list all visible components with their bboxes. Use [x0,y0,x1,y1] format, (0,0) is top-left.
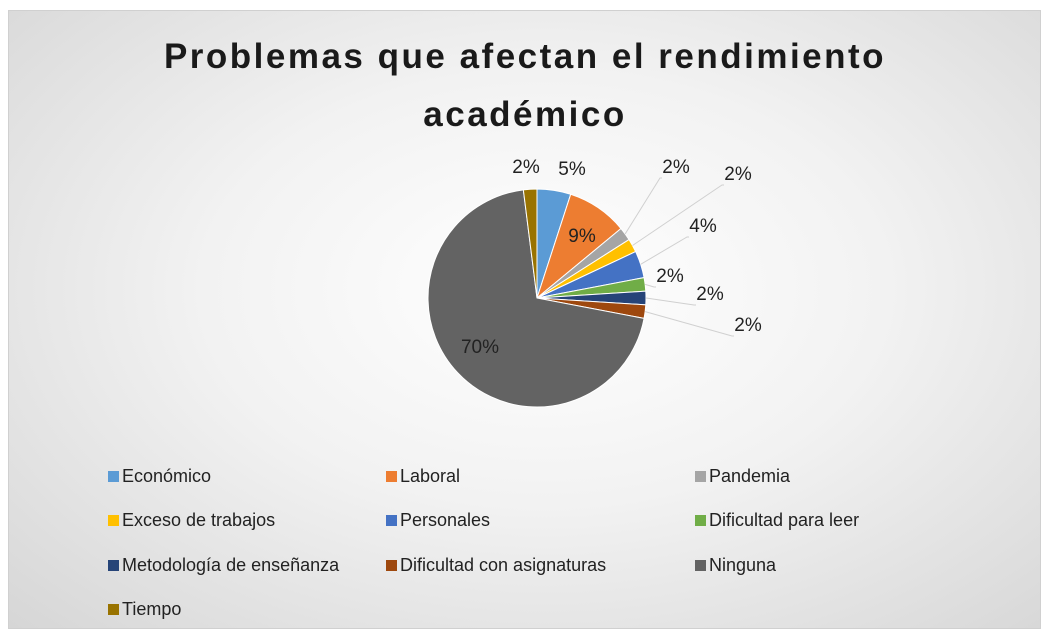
pie-slice [427,189,645,408]
legend-swatch [386,560,397,571]
leader-line [645,311,734,337]
legend-label: Pandemia [709,466,791,486]
legend-swatch [108,604,119,615]
legend-swatch [695,471,706,482]
legend-label: Personales [400,510,490,530]
legend-label: Dificultad para leer [709,510,859,530]
legend-label: Tiempo [122,599,181,619]
data-label: 9% [568,226,596,247]
data-label: 4% [689,216,717,237]
legend-label: Laboral [400,466,460,486]
leader-line [624,177,662,235]
leader-line [645,297,696,306]
data-label: 2% [512,157,540,178]
leader-line [632,184,724,246]
data-label: 2% [662,157,690,178]
legend-swatch [108,560,119,571]
data-label: 5% [558,159,586,180]
data-label: 70% [461,337,499,358]
legend-label: Ninguna [709,555,777,575]
legend-swatch [386,471,397,482]
legend-label: Metodología de enseñanza [122,555,340,575]
leader-line [640,236,689,265]
data-label: 2% [734,315,762,336]
legend-swatch [108,471,119,482]
legend-swatch [695,515,706,526]
legend-label: Exceso de trabajos [122,510,275,530]
pie-slice [522,188,538,299]
chart-title: Problemas que afectan el rendimiento aca… [163,37,887,134]
data-label: 2% [724,164,752,185]
data-label: 2% [696,284,724,305]
legend-label: Dificultad con asignaturas [400,555,606,575]
legend-swatch [386,515,397,526]
data-label: 2% [656,266,684,287]
leader-line [644,283,656,288]
legend-swatch [695,560,706,571]
legend-label: Económico [122,466,211,486]
legend-swatch [108,515,119,526]
